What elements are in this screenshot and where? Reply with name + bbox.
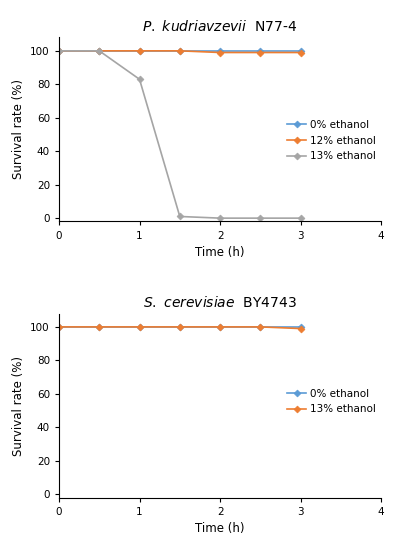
13% ethanol — [57, 324, 61, 330]
0% ethanol — [258, 324, 263, 330]
12% ethanol — [178, 48, 182, 54]
13% ethanol — [258, 215, 263, 221]
X-axis label: Time (h): Time (h) — [195, 522, 245, 535]
Title: $\mathit{P.\ kudriavzevii}$  N77-4: $\mathit{P.\ kudriavzevii}$ N77-4 — [142, 19, 298, 34]
13% ethanol — [218, 324, 222, 330]
13% ethanol — [137, 76, 142, 82]
0% ethanol — [97, 48, 101, 54]
0% ethanol — [298, 324, 303, 330]
Legend: 0% ethanol, 12% ethanol, 13% ethanol: 0% ethanol, 12% ethanol, 13% ethanol — [287, 120, 376, 162]
0% ethanol — [57, 48, 61, 54]
13% ethanol — [218, 215, 222, 221]
Line: 13% ethanol: 13% ethanol — [57, 48, 303, 220]
0% ethanol — [258, 48, 263, 54]
13% ethanol — [97, 48, 101, 54]
Title: $\mathit{S.\ cerevisiae}$  BY4743: $\mathit{S.\ cerevisiae}$ BY4743 — [143, 295, 297, 310]
0% ethanol — [97, 324, 101, 330]
12% ethanol — [258, 49, 263, 56]
Line: 0% ethanol: 0% ethanol — [57, 48, 303, 54]
0% ethanol — [178, 48, 182, 54]
13% ethanol — [57, 48, 61, 54]
13% ethanol — [178, 324, 182, 330]
Y-axis label: Survival rate (%): Survival rate (%) — [12, 356, 25, 455]
X-axis label: Time (h): Time (h) — [195, 246, 245, 259]
13% ethanol — [97, 324, 101, 330]
13% ethanol — [258, 324, 263, 330]
12% ethanol — [218, 49, 222, 56]
0% ethanol — [137, 48, 142, 54]
Legend: 0% ethanol, 13% ethanol: 0% ethanol, 13% ethanol — [287, 388, 376, 415]
12% ethanol — [57, 48, 61, 54]
0% ethanol — [57, 324, 61, 330]
12% ethanol — [97, 48, 101, 54]
Line: 0% ethanol: 0% ethanol — [57, 324, 303, 330]
13% ethanol — [298, 215, 303, 221]
0% ethanol — [178, 324, 182, 330]
13% ethanol — [178, 213, 182, 220]
12% ethanol — [298, 49, 303, 56]
Line: 12% ethanol: 12% ethanol — [57, 48, 303, 55]
13% ethanol — [298, 325, 303, 332]
Line: 13% ethanol: 13% ethanol — [57, 324, 303, 331]
13% ethanol — [137, 324, 142, 330]
12% ethanol — [137, 48, 142, 54]
0% ethanol — [298, 48, 303, 54]
Y-axis label: Survival rate (%): Survival rate (%) — [12, 80, 25, 179]
0% ethanol — [218, 48, 222, 54]
0% ethanol — [218, 324, 222, 330]
0% ethanol — [137, 324, 142, 330]
